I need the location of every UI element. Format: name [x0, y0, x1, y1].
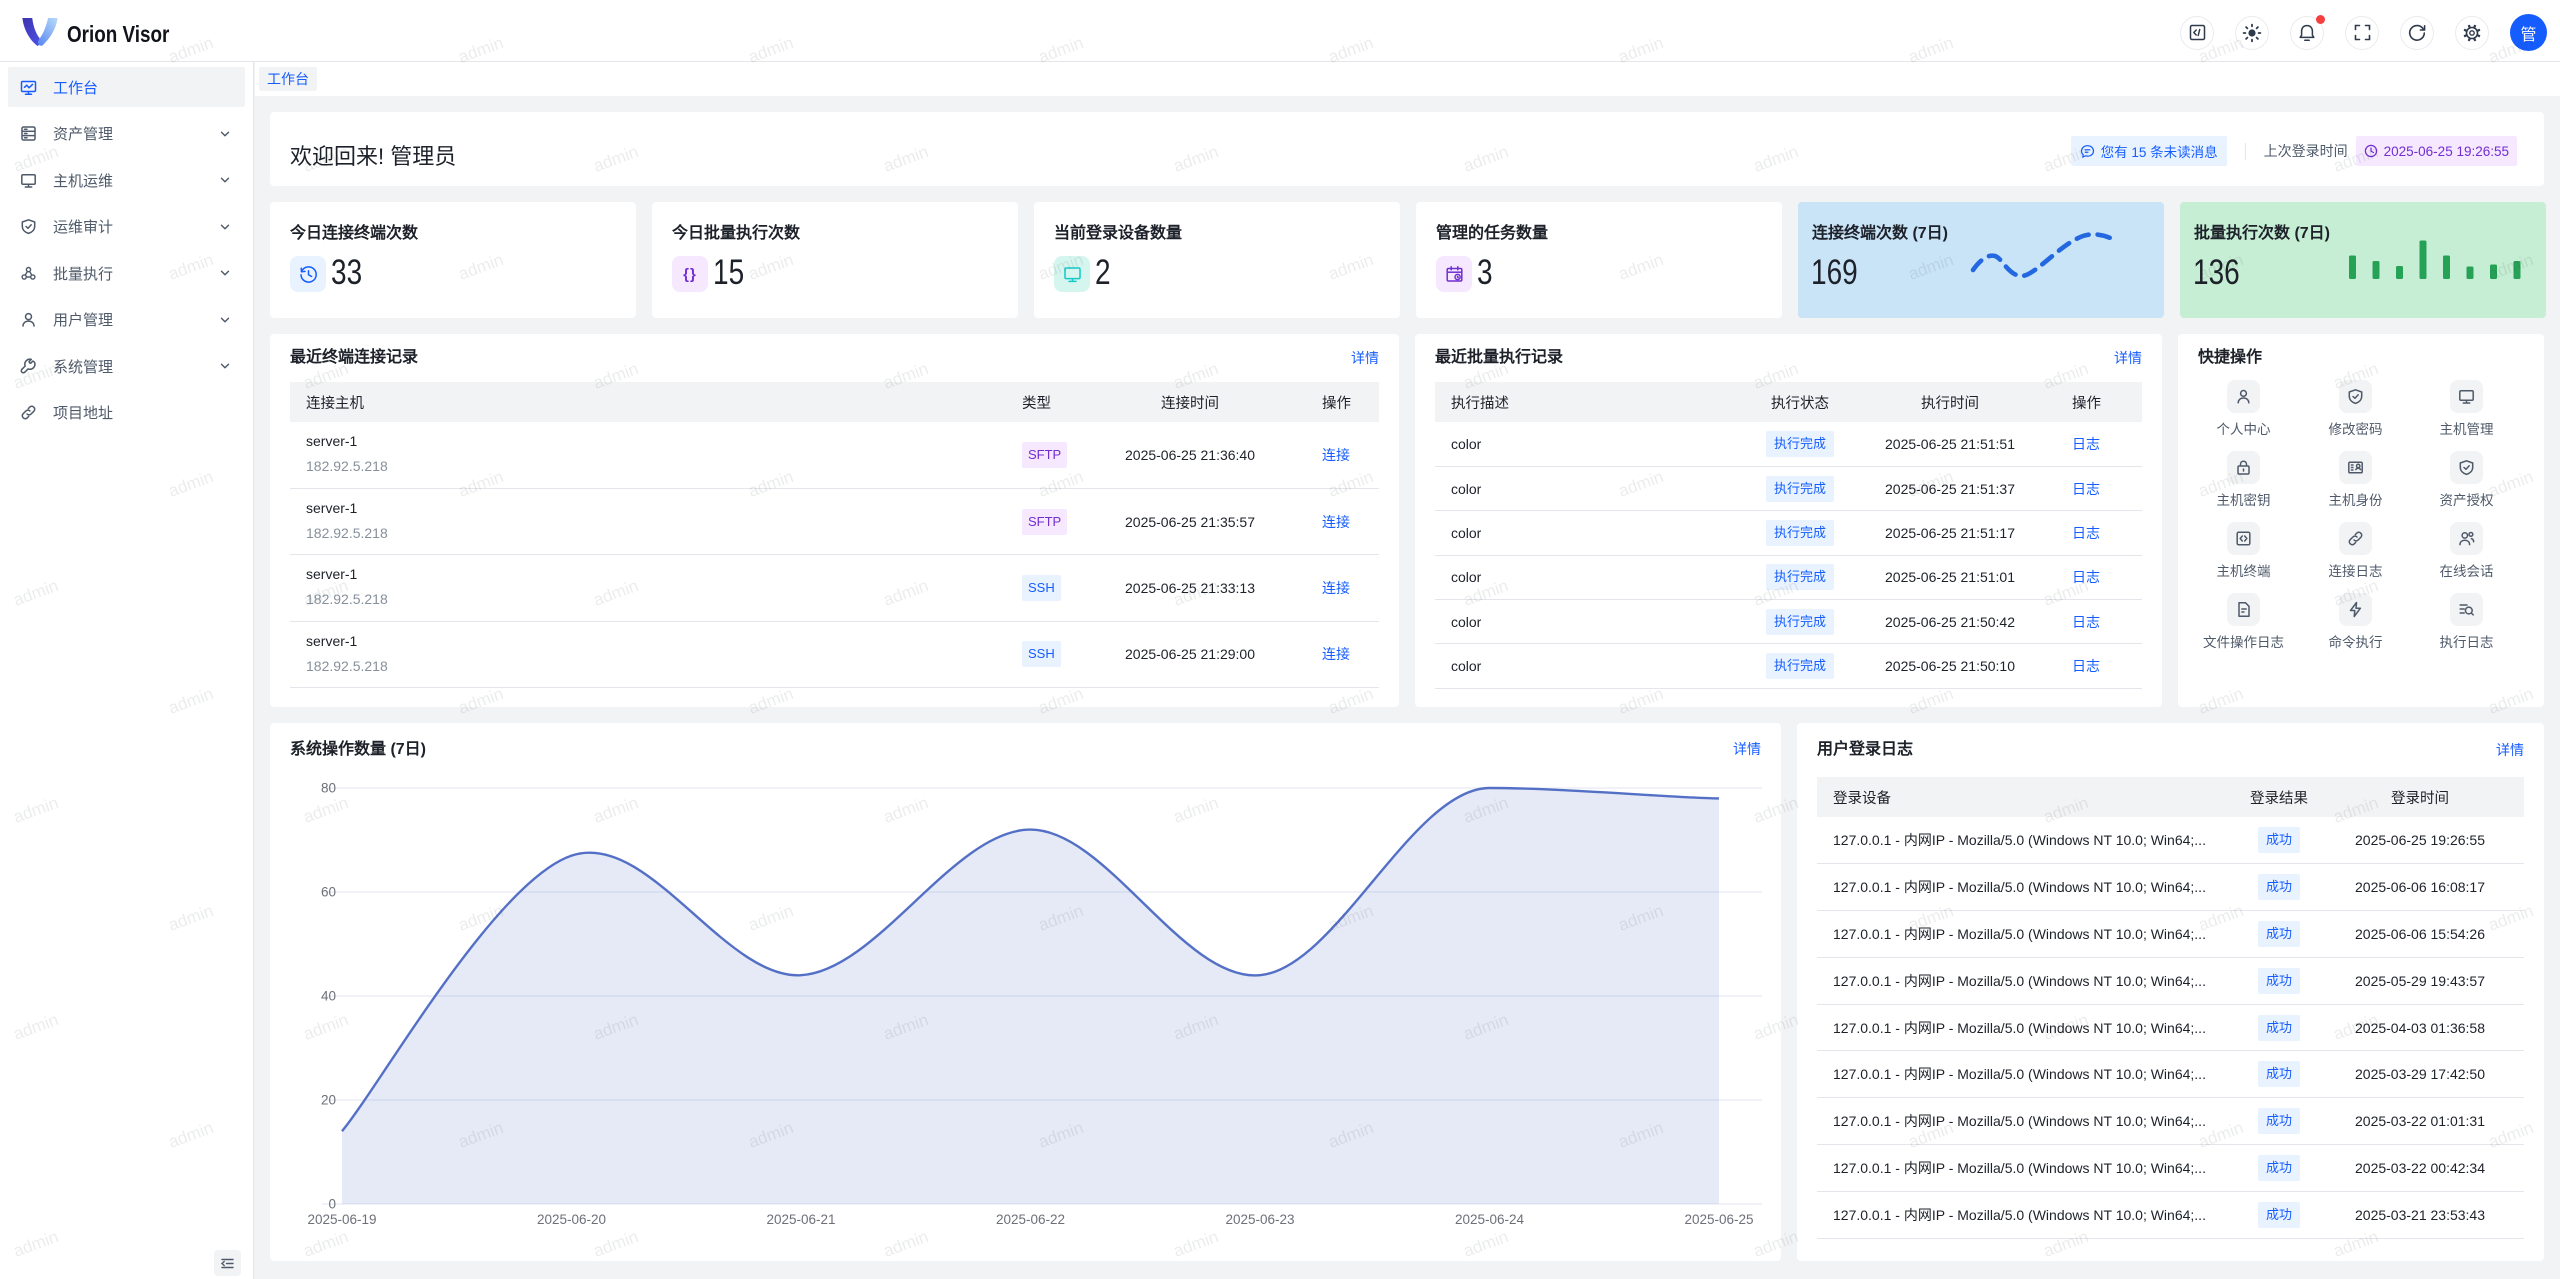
- svg-text:2025-06-22: 2025-06-22: [996, 1212, 1065, 1227]
- svg-text:40: 40: [321, 989, 336, 1004]
- svg-text:2025-06-25: 2025-06-25: [1684, 1212, 1753, 1227]
- svg-text:2025-06-19: 2025-06-19: [307, 1212, 376, 1227]
- svg-text:2025-06-21: 2025-06-21: [766, 1212, 835, 1227]
- svg-text:2025-06-24: 2025-06-24: [1455, 1212, 1525, 1227]
- svg-text:60: 60: [321, 885, 336, 900]
- svg-text:2025-06-20: 2025-06-20: [537, 1212, 606, 1227]
- svg-text:0: 0: [328, 1197, 336, 1212]
- svg-text:2025-06-23: 2025-06-23: [1225, 1212, 1294, 1227]
- svg-text:20: 20: [321, 1093, 336, 1108]
- svg-text:80: 80: [321, 781, 336, 796]
